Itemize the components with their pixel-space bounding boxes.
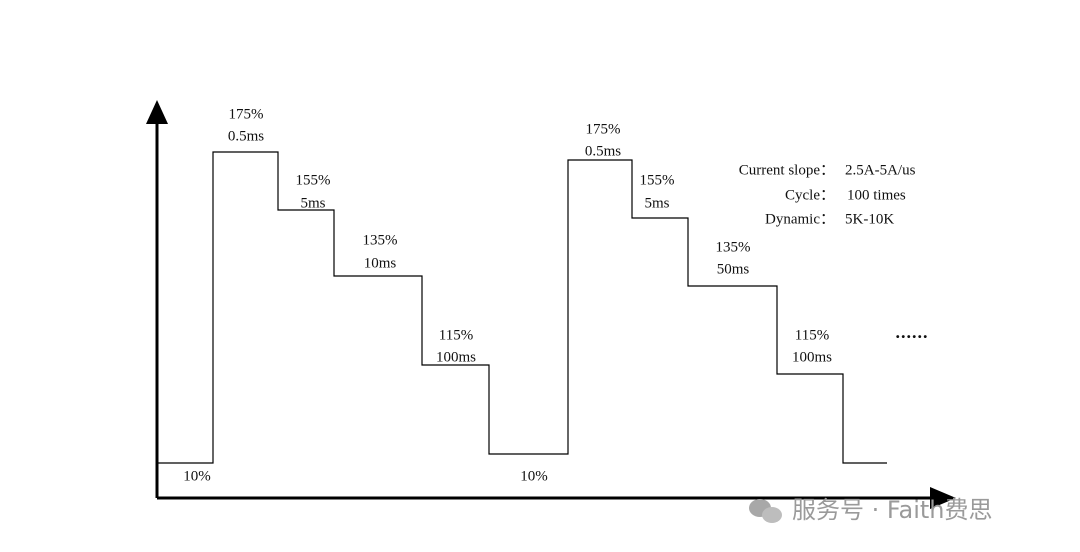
duration-label: 5ms — [300, 195, 325, 211]
duration-label: 100ms — [792, 349, 832, 365]
duration-label: 0.5ms — [585, 143, 621, 159]
parameters: Current slope： 2.5A-5A/us Cycle： 100 tim… — [739, 162, 916, 227]
level-label: 115% — [795, 327, 829, 343]
watermark-icon — [749, 499, 782, 523]
duration-label: 50ms — [717, 261, 750, 277]
parameter-label: Dynamic： — [765, 211, 835, 227]
level-label: 135% — [363, 232, 398, 248]
base-label: 10% — [520, 468, 548, 484]
x-axis-arrow — [930, 487, 956, 509]
duration-label: 100ms — [436, 349, 476, 365]
level-label: 155% — [640, 172, 675, 188]
parameter-value: 5K-10K — [845, 211, 894, 227]
parameter-value: 100 times — [847, 187, 906, 203]
parameter-label: Current slope： — [739, 162, 835, 178]
level-label: 175% — [229, 106, 264, 122]
duration-label: 5ms — [644, 195, 669, 211]
continuation: ...... — [896, 322, 929, 342]
watermark: 服务号 · Faith费思 — [792, 496, 992, 524]
duration-label: 10ms — [364, 255, 397, 271]
level-label: 175% — [586, 121, 621, 137]
duration-label: 0.5ms — [228, 128, 264, 144]
parameter-label: Cycle： — [785, 187, 835, 203]
cycle-1-labels: 175% 0.5ms 155% 5ms 135% 10ms 115% 100ms… — [183, 106, 476, 484]
base-label: 10% — [183, 468, 211, 484]
y-axis-arrow — [146, 100, 168, 124]
level-label: 115% — [439, 327, 473, 343]
parameter-value: 2.5A-5A/us — [845, 162, 916, 178]
level-label: 135% — [716, 239, 751, 255]
level-label: 155% — [296, 172, 331, 188]
cycle-2-labels: 175% 0.5ms 155% 5ms 135% 50ms 115% 100ms… — [520, 121, 832, 484]
waveform — [158, 151, 887, 464]
